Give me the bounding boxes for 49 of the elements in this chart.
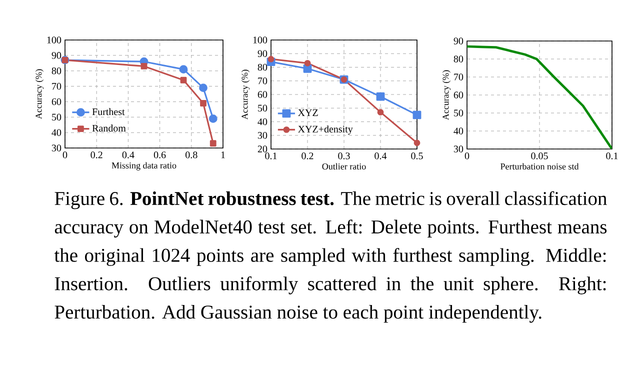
y-tick-label: 40	[258, 118, 268, 126]
y-tick-label: 40	[52, 129, 62, 136]
y-tick-label: 90	[52, 52, 62, 59]
x-tick-label: 0.2	[90, 152, 102, 158]
x-tick-label: 0.5	[411, 152, 423, 160]
x-axis-title: Missing data ratio	[112, 162, 176, 170]
y-tick-label: 20	[258, 146, 268, 152]
y-axis-title: Accuracy (%)	[442, 70, 451, 120]
y-tick-label: 30	[52, 144, 62, 152]
x-tick-label: 0.1	[606, 152, 618, 160]
y-tick-label: 50	[258, 104, 268, 112]
y-tick-label: 90	[454, 38, 464, 44]
x-tick-label: 0.3	[338, 152, 350, 160]
legend-label: XYZ	[298, 109, 318, 116]
x-tick-label: 0.4	[374, 152, 387, 160]
y-tick-label: 40	[454, 128, 464, 134]
x-tick-label: 0	[464, 152, 470, 160]
x-tick-label: 0.2	[302, 152, 314, 160]
y-tick-label: 80	[52, 67, 62, 74]
x-tick-label: 0.1	[265, 152, 277, 160]
y-tick-label: 70	[52, 82, 62, 90]
y-axis-title: Accuracy (%)	[241, 70, 250, 120]
x-tick-label: 0.6	[154, 152, 166, 158]
y-tick-label: 60	[52, 98, 62, 106]
y-tick-label: 80	[258, 64, 268, 71]
x-tick-label: 0.05	[531, 152, 548, 160]
y-tick-label: 90	[258, 50, 268, 57]
y-tick-label: 60	[454, 92, 464, 98]
legend-label: Random	[92, 124, 126, 132]
y-tick-label: 100	[253, 36, 268, 44]
legend-label: XYZ+density	[298, 125, 353, 135]
y-tick-label: 30	[454, 146, 464, 152]
y-tick-label: 60	[258, 91, 268, 98]
y-tick-label: 70	[258, 78, 268, 84]
y-tick-label: 70	[454, 74, 464, 80]
x-axis-title: Perturbation noise std	[500, 163, 579, 170]
x-tick-label: 0	[62, 152, 68, 158]
y-tick-label: 100	[47, 36, 62, 44]
x-tick-label: 0.4	[122, 152, 134, 158]
y-tick-label: 30	[258, 132, 268, 139]
y-tick-label: 50	[52, 114, 62, 121]
caption: Figure 6. PointNet robustness test. The metric is overall classification accuracy on ModelNet40 test set. Left: Delete points. Furthest means the original 1024 points are sampled with furthest sampling. Middle: Insertion. Outliers uniformly scattered in the unit sphere. Right: Perturbation. Add Gaussian noise to each point independently.	[54, 191, 607, 323]
x-axis-title: Outlier ratio	[322, 163, 366, 170]
y-tick-label: 80	[454, 56, 464, 62]
y-axis-title: Accuracy (%)	[35, 69, 44, 120]
x-tick-label: 1	[221, 152, 225, 158]
x-tick-label: 0.8	[186, 152, 198, 158]
legend-label: Furthest	[92, 108, 125, 116]
y-tick-label: 50	[454, 110, 464, 116]
